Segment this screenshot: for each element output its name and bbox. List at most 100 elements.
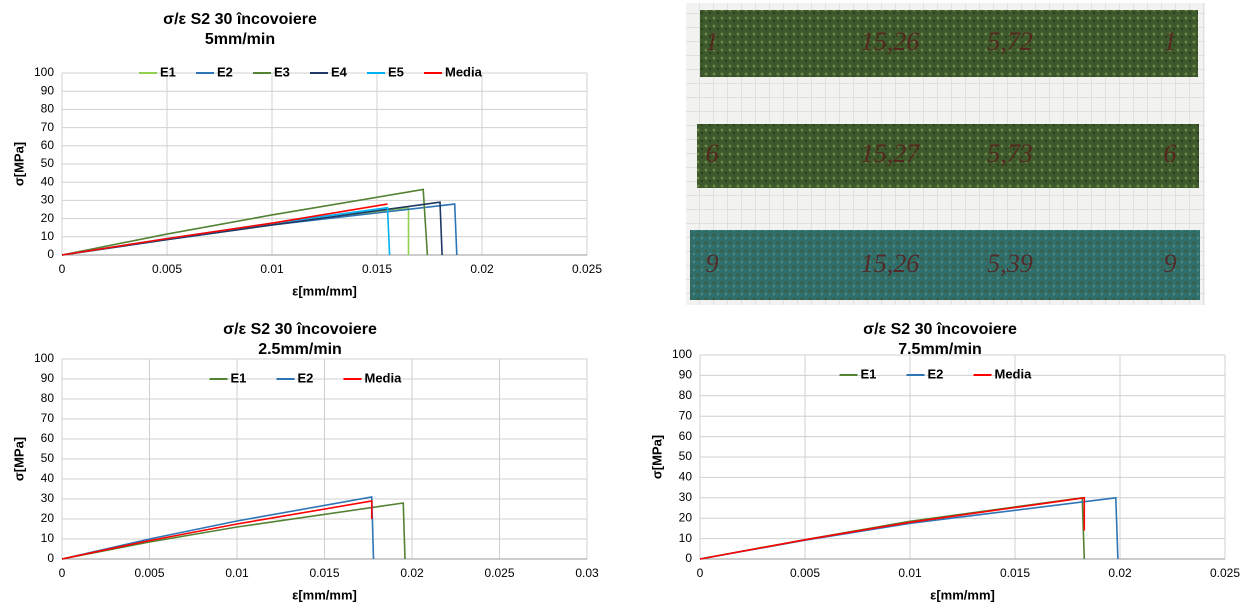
y-tick-label: 20 (41, 511, 55, 525)
y-tick-label: 30 (41, 491, 55, 505)
legend-label: E1 (160, 64, 176, 79)
series-line (61, 502, 406, 560)
legend-label: E2 (928, 366, 944, 381)
series-line (61, 201, 443, 256)
handwritten-label: 1 (1164, 27, 1177, 56)
y-tick-label: 80 (679, 388, 693, 402)
handwritten-label: 1 (706, 27, 719, 56)
specimen (697, 124, 1199, 188)
chart: σ/ε S2 30 încovoiere 7.5mm/min 0 10 20 30 40 50… (649, 321, 1240, 602)
handwritten-label: 6 (1164, 139, 1177, 168)
specimen (690, 230, 1200, 300)
y-tick-label: 70 (41, 120, 55, 134)
y-tick-label: 10 (41, 531, 55, 545)
x-tick-label: 0.01 (260, 262, 284, 276)
x-tick-label: 0.005 (134, 566, 164, 580)
handwritten-label: 15,27 (861, 139, 921, 168)
legend-label: Media (445, 64, 483, 79)
y-tick-label: 0 (47, 551, 54, 565)
y-tick-label: 10 (679, 531, 693, 545)
x-tick-label: 0.02 (1108, 566, 1132, 580)
x-tick-label: 0.005 (152, 262, 182, 276)
x-tick-label: 0 (697, 566, 704, 580)
y-tick-label: 50 (679, 449, 693, 463)
series-line (61, 203, 458, 256)
chart-subtitle: 7.5mm/min (898, 341, 982, 358)
y-tick-label: 40 (41, 471, 55, 485)
series-line (699, 496, 1086, 560)
x-tick-label: 0 (59, 262, 66, 276)
y-axis-label: σ[MPa] (11, 142, 26, 186)
y-tick-label: 80 (41, 391, 55, 405)
x-tick-label: 0.01 (898, 566, 922, 580)
x-tick-label: 0.025 (484, 566, 514, 580)
legend-label: E5 (388, 64, 404, 79)
legend-label: E4 (331, 64, 348, 79)
x-tick-label: 0.01 (225, 566, 249, 580)
x-tick-label: 0.005 (790, 566, 820, 580)
legend-label: E2 (298, 370, 314, 385)
legend-label: E1 (861, 366, 877, 381)
x-tick-label: 0 (59, 566, 66, 580)
x-tick-label: 0.02 (470, 262, 494, 276)
handwritten-label: 15,26 (861, 249, 920, 278)
y-tick-label: 60 (41, 138, 55, 152)
chart-subtitle: 5mm/min (205, 31, 275, 48)
photo (686, 3, 1205, 305)
y-tick-label: 0 (47, 247, 54, 261)
x-tick-label: 0.025 (572, 262, 602, 276)
series-line (61, 500, 373, 560)
handwritten-label: 9 (1164, 249, 1177, 278)
handwritten-label: 5,39 (987, 249, 1033, 278)
handwritten-label: 5,73 (987, 139, 1033, 168)
x-axis-label: ε[mm/mm] (292, 283, 357, 298)
x-tick-label: 0.015 (1000, 566, 1030, 580)
y-tick-label: 10 (41, 229, 55, 243)
y-tick-label: 100 (672, 347, 692, 361)
y-tick-label: 30 (679, 490, 693, 504)
y-tick-label: 40 (679, 470, 693, 484)
legend-label: E3 (274, 64, 290, 79)
y-tick-label: 80 (41, 102, 55, 116)
y-tick-label: 60 (679, 429, 693, 443)
x-tick-label: 0.015 (309, 566, 339, 580)
chart-title: σ/ε S2 30 încovoiere (163, 11, 317, 28)
y-tick-label: 90 (41, 83, 55, 97)
legend-label: Media (365, 370, 403, 385)
series-line (61, 188, 429, 256)
y-tick-label: 30 (41, 193, 55, 207)
y-tick-label: 50 (41, 156, 55, 170)
series-line (699, 496, 1119, 560)
y-tick-label: 90 (679, 368, 693, 382)
y-tick-label: 70 (679, 408, 693, 422)
y-tick-label: 20 (41, 211, 55, 225)
series-line (61, 203, 388, 256)
x-axis-label: ε[mm/mm] (930, 587, 995, 602)
x-tick-label: 0.03 (575, 566, 599, 580)
chart-title: σ/ε S2 30 încovoiere (223, 321, 377, 338)
chart: σ/ε S2 30 încovoiere 5mm/min 0 10 20 30 40 50 60… (11, 11, 602, 298)
chart-subtitle: 2.5mm/min (258, 341, 342, 358)
handwritten-label: 15,26 (861, 27, 920, 56)
y-tick-label: 60 (41, 431, 55, 445)
x-tick-label: 0.02 (400, 566, 424, 580)
specimen (700, 10, 1198, 77)
legend-label: Media (995, 366, 1033, 381)
y-tick-label: 20 (679, 510, 693, 524)
handwritten-label: 6 (706, 139, 719, 168)
handwritten-label: 5,72 (987, 27, 1033, 56)
y-tick-label: 100 (34, 351, 54, 365)
y-tick-label: 100 (34, 65, 54, 79)
x-tick-label: 0.015 (362, 262, 392, 276)
chart: σ/ε S2 30 încovoiere 2.5mm/min 0 10 20 30 40 50… (11, 321, 599, 602)
y-tick-label: 40 (41, 174, 55, 188)
y-tick-label: 70 (41, 411, 55, 425)
series-line (699, 496, 1086, 560)
chart-title: σ/ε S2 30 încovoiere (863, 321, 1017, 338)
x-tick-label: 0.025 (1210, 566, 1240, 580)
y-axis-label: σ[MPa] (11, 437, 26, 481)
y-axis-label: σ[MPa] (649, 435, 664, 479)
legend-label: E2 (217, 64, 233, 79)
